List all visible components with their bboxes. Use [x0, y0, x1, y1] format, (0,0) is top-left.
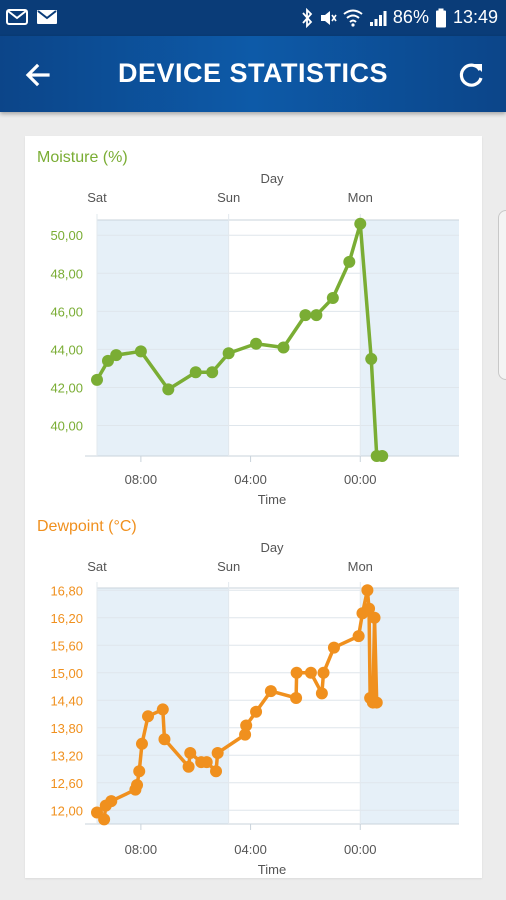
- data-point: [363, 602, 376, 615]
- statistics-card: Moisture (%) Day Time 50,00 48,00 46,00 44,…: [25, 136, 482, 878]
- day-axis-label: Day: [260, 171, 284, 186]
- data-point: [299, 309, 312, 322]
- chart-title: Dewpoint (°C): [37, 518, 137, 535]
- time-axis-label: Time: [258, 862, 286, 877]
- data-point: [315, 687, 328, 700]
- day-label: Sat: [87, 190, 107, 205]
- data-point: [105, 795, 118, 808]
- data-point: [135, 737, 148, 750]
- y-tick-label: 13,80: [50, 721, 83, 736]
- data-point: [370, 696, 383, 709]
- data-point: [182, 760, 195, 773]
- day-label: Sat: [87, 559, 107, 574]
- data-point: [327, 641, 340, 654]
- day-label: Mon: [348, 190, 373, 205]
- mail-icon: [37, 10, 57, 24]
- data-point: [211, 746, 224, 759]
- day-band: [97, 220, 229, 456]
- data-point: [110, 349, 123, 362]
- data-point: [222, 347, 235, 360]
- y-tick-label: 12,00: [50, 803, 83, 818]
- data-point: [200, 756, 213, 769]
- time-label: 00:00: [344, 842, 377, 857]
- data-point: [206, 366, 219, 379]
- time-label: 04:00: [234, 472, 267, 487]
- y-tick-label: 50,00: [50, 228, 83, 243]
- data-point: [158, 733, 171, 746]
- data-point: [368, 611, 381, 624]
- data-point: [210, 765, 223, 778]
- data-point: [317, 666, 330, 679]
- day-label: Sun: [217, 190, 240, 205]
- battery-percent: 86%: [392, 7, 429, 27]
- data-point: [290, 691, 303, 704]
- clock: 13:49: [452, 7, 498, 27]
- time-label: 08:00: [125, 472, 158, 487]
- refresh-button[interactable]: [454, 58, 488, 92]
- time-axis-label: Time: [258, 492, 286, 506]
- data-point: [352, 630, 365, 643]
- data-point: [354, 217, 367, 230]
- data-point: [162, 383, 175, 396]
- time-label: 00:00: [344, 472, 377, 487]
- data-point: [361, 584, 374, 597]
- back-button[interactable]: [22, 58, 56, 92]
- data-point: [365, 352, 378, 365]
- y-tick-label: 16,80: [50, 583, 83, 598]
- data-point: [239, 728, 252, 741]
- day-label: Mon: [348, 559, 373, 574]
- data-point: [142, 710, 155, 723]
- data-point: [277, 341, 290, 354]
- bluetooth-icon: [302, 7, 313, 28]
- y-tick-label: 15,60: [50, 638, 83, 653]
- data-point: [343, 255, 356, 268]
- page-title: DEVICE STATISTICS: [117, 58, 389, 88]
- day-axis-label: Day: [260, 540, 284, 555]
- y-tick-label: 48,00: [50, 266, 83, 281]
- time-label: 04:00: [234, 842, 267, 857]
- data-point: [310, 309, 323, 322]
- wifi-icon: [343, 9, 363, 27]
- data-point: [156, 703, 169, 716]
- refresh-icon: [459, 63, 483, 87]
- y-tick-label: 40,00: [50, 419, 83, 434]
- y-tick-label: 14,40: [50, 693, 83, 708]
- chart-title: Moisture (%): [37, 149, 128, 166]
- data-point: [134, 345, 147, 358]
- data-point: [304, 666, 317, 679]
- y-tick-label: 46,00: [50, 304, 83, 319]
- day-band: [360, 220, 459, 456]
- data-point: [264, 685, 277, 698]
- data-point: [240, 719, 253, 732]
- data-point: [290, 666, 303, 679]
- moisture-chart: Moisture (%) Day Time 50,00 48,00 46,00 44,…: [37, 149, 459, 506]
- data-point: [250, 337, 263, 350]
- y-tick-label: 15,00: [50, 666, 83, 681]
- mute-icon: [320, 10, 337, 25]
- data-point: [189, 366, 202, 379]
- y-tick-label: 13,20: [50, 748, 83, 763]
- dewpoint-chart: Dewpoint (°C) Day Time 16,80 16,20 15,60 15…: [37, 518, 459, 877]
- data-point: [326, 292, 339, 305]
- data-point: [91, 373, 103, 386]
- data-point: [98, 813, 111, 826]
- app-bar: DEVICE STATISTICS: [0, 36, 506, 112]
- data-point: [250, 705, 263, 718]
- y-tick-label: 42,00: [50, 380, 83, 395]
- data-point: [133, 765, 146, 778]
- battery-icon: [435, 8, 446, 27]
- arrow-left-icon: [25, 63, 50, 87]
- y-tick-label: 16,20: [50, 611, 83, 626]
- y-tick-label: 12,60: [50, 776, 83, 791]
- data-point: [131, 779, 144, 792]
- status-bar: 86% 13:49: [0, 0, 506, 36]
- y-tick-label: 44,00: [50, 342, 83, 357]
- mail-icon: [6, 9, 28, 25]
- scroll-indicator[interactable]: [498, 210, 506, 380]
- signal-icon: [369, 10, 387, 26]
- data-point: [184, 746, 197, 759]
- day-label: Sun: [217, 559, 240, 574]
- time-label: 08:00: [125, 842, 158, 857]
- data-point: [376, 450, 389, 462]
